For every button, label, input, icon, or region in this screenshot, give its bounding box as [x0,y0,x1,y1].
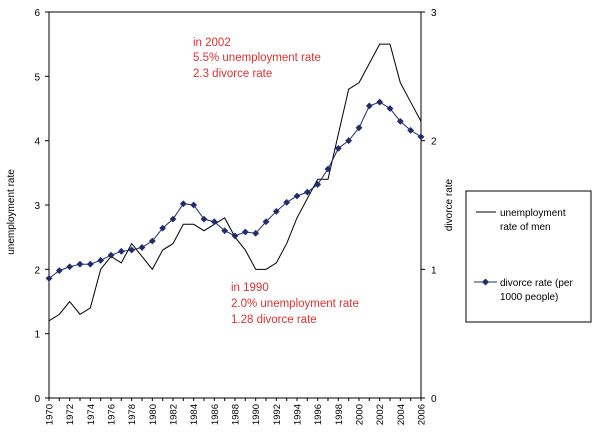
annotation-2002: in 2002 5.5% unemployment rate 2.3 divor… [193,37,324,80]
x-tick-label: 1986 [210,404,221,425]
x-tick-label: 1998 [334,404,345,425]
divorce-rate-point [365,102,373,110]
legend-label-divorce-line-2: 1000 people) [500,292,558,303]
divorce-rate-point [355,124,363,132]
x-tick-label: 2000 [355,404,366,425]
legend-label-unemployment-line-1: unemployment [500,208,566,219]
x-tick-label: 1992 [272,404,283,425]
series-layer [45,43,425,322]
annotation-2002-line-3: 2.3 divorce rate [193,68,272,80]
divorce-rate-point [376,98,384,106]
y-tick-label: 4 [34,137,40,148]
y-axis-title: unemployment rate [6,169,17,255]
divorce-rate-point [417,133,425,141]
divorce-rate-point [345,137,353,145]
divorce-rate-point [107,251,115,259]
divorce-rate-point [86,260,94,268]
annotation-1990-line-3: 1.28 divorce rate [231,314,317,326]
divorce-rate-point [179,200,187,208]
y-tick-label: 6 [34,8,40,19]
divorce-rate-point [314,181,322,188]
y2-tick-label: 0 [431,394,437,405]
x-tick-label: 2004 [396,404,407,425]
y2-tick-label: 3 [431,8,437,19]
divorce-rate-point [138,244,146,251]
legend-label-divorce: divorce rate (per 1000 people) [500,278,576,303]
divorce-rate-point [66,263,74,271]
x-tick-label: 1978 [127,404,138,425]
divorce-rate-point [76,260,84,268]
x-tick-label: 1972 [65,404,76,425]
annotation-1990: in 1990 2.0% unemployment rate 1.28 divo… [231,282,362,326]
x-tick-label: 2006 [417,404,428,425]
divorce-rate-point [262,218,270,226]
y-tick-label: 0 [34,394,40,405]
divorce-rate-point [324,165,332,173]
y-tick-label: 5 [34,72,40,83]
x-tick-label: 1982 [169,404,180,425]
legend-label-divorce-line-1: divorce rate (per [500,278,573,289]
divorce-rate-point [386,105,394,112]
x-tick-label: 1974 [86,404,97,425]
divorce-rate-point [128,246,136,254]
divorce-rate-point [210,218,218,226]
divorce-rate-point [303,188,311,196]
legend-label-unemployment-line-2: rate of men [500,222,551,233]
x-tick-label: 1990 [251,404,262,425]
divorce-rate-line [48,101,422,279]
y2-tick-label: 2 [431,137,437,148]
divorce-rate-point [283,199,291,206]
y-tick-label: 1 [34,330,40,341]
divorce-rate-point [97,256,105,264]
x-tick-label: 1988 [231,404,242,425]
divorce-rate-point [221,227,229,235]
axes: 0 1 2 3 4 5 6 0 1 2 3 1970 1972 1974 1976 1978 1980 1982 1… [34,8,437,425]
x-tick-label: 1980 [148,404,159,425]
annotation-1990-line-1: in 1990 [231,282,269,294]
annotation-2002-line-2: 5.5% unemployment rate [193,52,321,64]
x-tick-label: 1996 [313,404,324,425]
unemployment-line [48,43,422,322]
x-tick-label: 1970 [45,404,56,425]
divorce-rate-point [241,228,249,236]
divorce-rate-point [407,126,415,134]
y2-axis-title: divorce rate [444,178,455,231]
legend: unemployment rate of men divorce rate (p… [465,190,592,323]
divorce-rate-point [159,224,167,232]
divorce-rate-point [334,144,342,152]
x-tick-label: 1984 [189,404,200,425]
divorce-rate-point [231,232,239,240]
y-tick-label: 3 [34,201,40,212]
divorce-rate-point [272,208,280,215]
divorce-rate-point [293,192,301,200]
divorce-rate-point [190,201,198,209]
divorce-rate-point [169,215,177,223]
annotation-1990-line-2: 2.0% unemployment rate [231,298,359,310]
legend-swatch-divorce-marker [482,278,489,286]
x-tick-label: 1994 [293,404,304,425]
divorce-rate-point [117,247,125,255]
legend-label-unemployment: unemployment rate of men [500,208,568,233]
divorce-rate-point [45,274,53,282]
divorce-rate-point [148,237,156,245]
divorce-rate-point [200,215,208,223]
divorce-rate-point [55,267,63,275]
y2-tick-label: 1 [431,265,437,276]
divorce-rate-point [396,117,404,125]
legend-box [465,190,592,323]
x-tick-label: 2002 [375,404,386,425]
annotation-2002-line-1: in 2002 [193,37,231,49]
y-tick-label: 2 [34,265,40,276]
x-tick-label: 1976 [107,404,118,425]
divorce-rate-point [252,229,260,237]
